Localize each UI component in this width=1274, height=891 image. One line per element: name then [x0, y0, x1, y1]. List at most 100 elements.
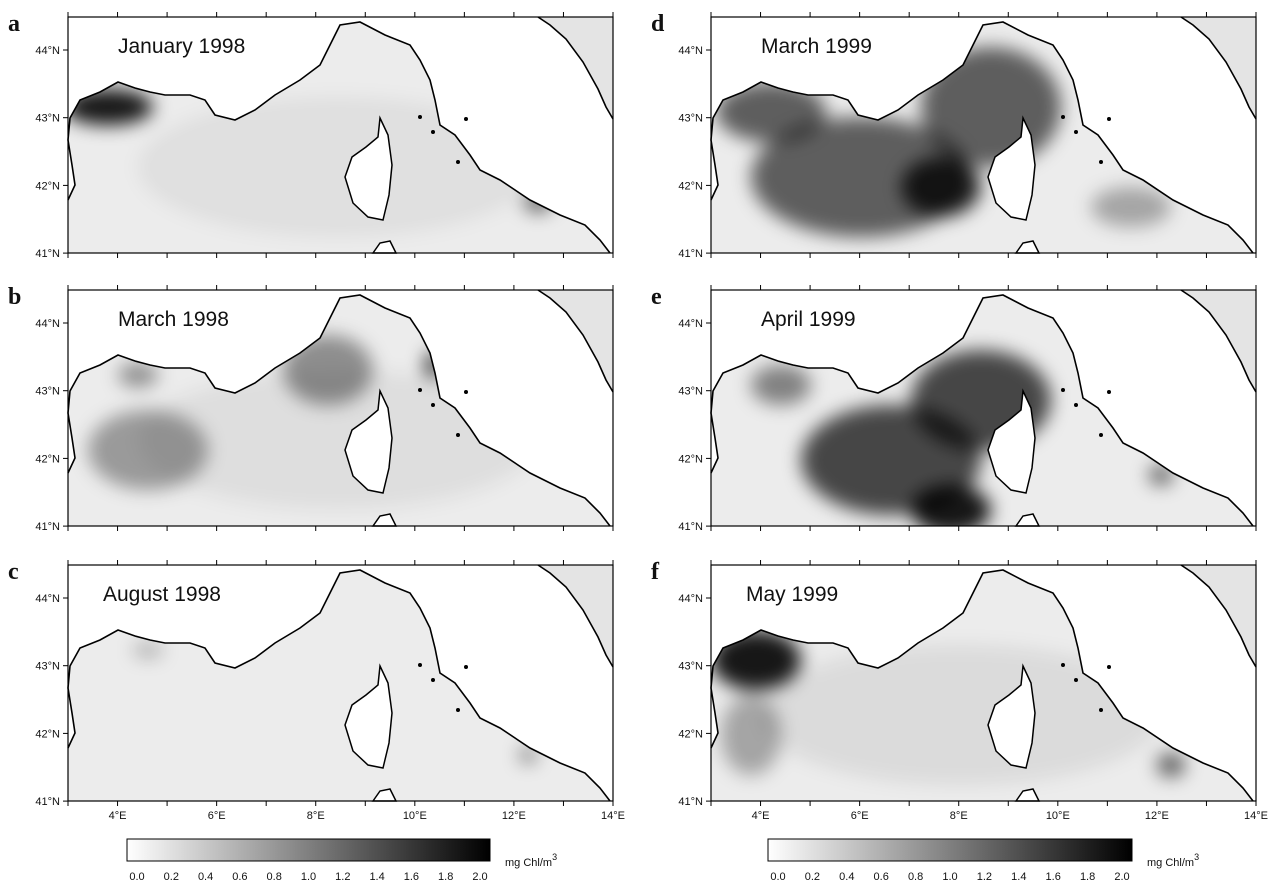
islet	[418, 388, 422, 392]
unit-text: mg Chl/m	[505, 857, 552, 869]
coastline	[1180, 289, 1257, 393]
latitude-label: 43°N	[35, 386, 60, 398]
chlorophyll-patch	[901, 157, 981, 217]
map-panel: 44°N 43°N 42°N 41°N 4°E 6°E 8°E 10°E 12°E 14°E May…	[678, 560, 1268, 822]
islet	[456, 708, 460, 712]
coastline	[710, 569, 1254, 802]
adriatic-sea	[538, 290, 613, 392]
colorbar-tick-label: 1.6	[1046, 871, 1061, 883]
panel-title: May 1999	[746, 583, 838, 606]
panel-title: January 1998	[118, 35, 245, 58]
corsica	[344, 663, 393, 769]
sea-field	[711, 295, 1253, 526]
panel-title: March 1998	[118, 308, 229, 331]
map-frame	[67, 564, 614, 802]
unit-superscript: 3	[1194, 852, 1199, 862]
islet	[1099, 433, 1103, 437]
chlorophyll-patch	[1157, 753, 1185, 777]
panel-letter: f	[651, 559, 660, 585]
colorbar-tick-label: 1.8	[1080, 871, 1095, 883]
islet	[418, 663, 422, 667]
adriatic-sea	[1181, 290, 1256, 392]
islet	[464, 665, 468, 669]
islet	[431, 130, 435, 134]
sea-field	[711, 22, 1253, 253]
latitude-label: 41°N	[678, 248, 703, 260]
longitude-label: 12°E	[1145, 810, 1169, 822]
latitude-label: 42°N	[35, 180, 60, 192]
corsica	[987, 115, 1036, 221]
coastline	[537, 289, 614, 393]
chlorophyll-shading	[88, 335, 538, 510]
coastline	[67, 569, 611, 802]
islet	[1074, 678, 1078, 682]
chlorophyll-patch	[133, 642, 163, 658]
colorbar-tick-label: 1.0	[942, 871, 957, 883]
corsica	[344, 115, 393, 221]
adriatic-sea	[1181, 17, 1256, 119]
colorbar-tick-label: 0.2	[805, 871, 820, 883]
longitude-label: 8°E	[307, 810, 325, 822]
colorbar-tick-label: 1.6	[404, 871, 419, 883]
colorbar-tick-label: 0.4	[839, 871, 854, 883]
colorbar-tick-label: 1.4	[1011, 871, 1026, 883]
islet	[1074, 403, 1078, 407]
latitude-label: 41°N	[35, 248, 60, 260]
coastline	[67, 294, 611, 527]
colorbar-tick-label: 1.4	[369, 871, 384, 883]
latitude-label: 43°N	[35, 661, 60, 673]
colorbar-tick-label: 0.4	[198, 871, 213, 883]
colorbar: 0.0 0.2 0.4 0.6 0.8 1.0 1.2 1.4 1.6 1.8 2.0 mg Chl/…	[126, 838, 557, 883]
islet	[1107, 117, 1111, 121]
longitude-label: 6°E	[851, 810, 869, 822]
longitude-label: 10°E	[1046, 810, 1070, 822]
coastline	[537, 16, 614, 120]
panel-title: March 1999	[761, 35, 872, 58]
islet	[1107, 390, 1111, 394]
latitude-label: 42°N	[678, 728, 703, 740]
latitude-label: 42°N	[678, 453, 703, 465]
colorbar-tick-label: 0.6	[874, 871, 889, 883]
colorbar-tick-label: 0.0	[129, 871, 144, 883]
sea	[68, 570, 610, 801]
colorbar-unit: mg Chl/m3	[505, 852, 557, 869]
islet	[464, 117, 468, 121]
panel-title: August 1998	[103, 583, 221, 606]
coastline	[710, 294, 1254, 527]
latitude-label: 44°N	[35, 318, 60, 330]
panel-letter: c	[8, 559, 19, 585]
chlorophyll-patch	[716, 82, 826, 142]
latitude-label: 43°N	[678, 661, 703, 673]
colorbar-tick-label: 0.8	[908, 871, 923, 883]
panel-letter: b	[8, 284, 21, 310]
islet	[456, 160, 460, 164]
coastline	[1180, 564, 1257, 668]
islet	[418, 115, 422, 119]
islet	[431, 678, 435, 682]
latitude-label: 43°N	[35, 113, 60, 125]
islet	[1061, 115, 1065, 119]
colorbar-tick-label: 0.8	[267, 871, 282, 883]
coastline	[537, 564, 614, 668]
chlorophyll-patch	[1149, 465, 1173, 485]
map-panel: 44°N 43°N 42°N 41°N March 1999	[678, 12, 1257, 260]
panel-letter: e	[651, 284, 662, 310]
colorbar-tick-label: 2.0	[1114, 871, 1129, 883]
islet	[1074, 130, 1078, 134]
corsica	[987, 388, 1036, 494]
latitude-label: 43°N	[678, 113, 703, 125]
chlorophyll-patch	[761, 645, 1161, 785]
map-panel: 44°N 43°N 42°N 41°N April 1999	[678, 285, 1257, 533]
chlorophyll-patch	[911, 485, 991, 526]
map-panel: 44°N 43°N 42°N 41°N January 1998	[35, 12, 614, 260]
colorbar-gradient	[126, 838, 491, 862]
sea-field	[68, 295, 610, 526]
colorbar-tick-label: 1.2	[977, 871, 992, 883]
latitude-label: 44°N	[678, 318, 703, 330]
colorbar-tick-label: 0.0	[770, 871, 785, 883]
colorbar: 0.0 0.2 0.4 0.6 0.8 1.0 1.2 1.4 1.6 1.8 2.0 mg Chl/…	[767, 838, 1199, 883]
panel-letter: d	[651, 11, 665, 37]
adriatic-sea	[1181, 565, 1256, 667]
longitude-label: 6°E	[208, 810, 226, 822]
